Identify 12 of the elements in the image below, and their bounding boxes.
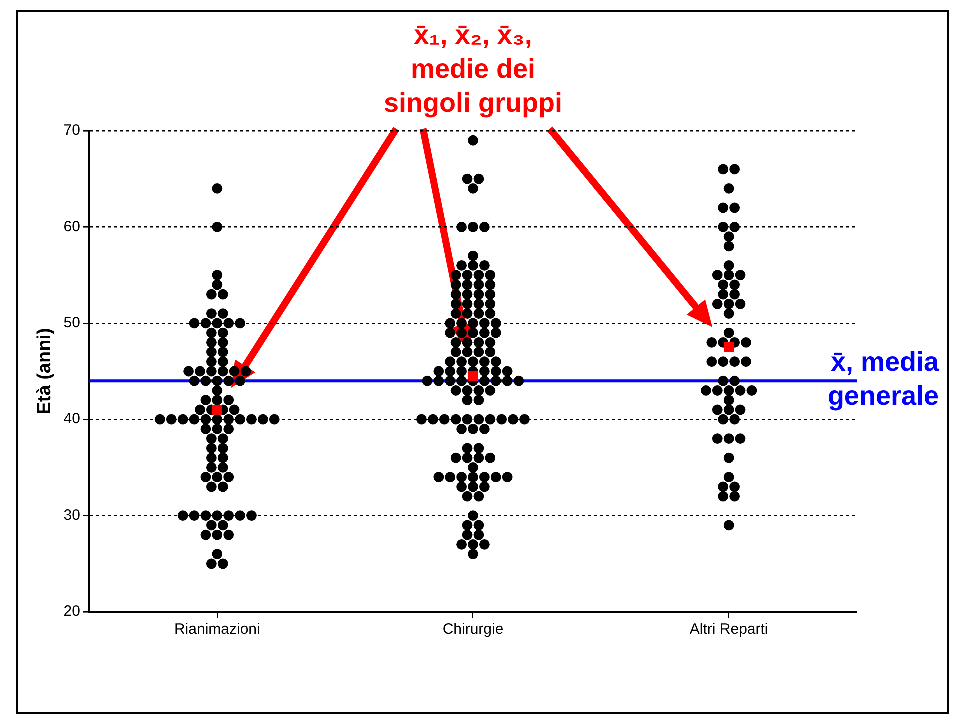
y-axis-title: Età (anni) — [34, 328, 56, 415]
y-tick-label: 70 — [64, 122, 80, 140]
text: x̄₁, x̄₂, x̄₃, medie dei singoli gruppi — [382, 19, 564, 120]
y-tick-label: 50 — [64, 314, 80, 332]
y-tick-label: 60 — [64, 218, 80, 236]
x-tick-label: Rianimazioni — [174, 621, 260, 638]
y-tick-label: 20 — [64, 603, 80, 620]
x-tick-label: Altri Reparti — [690, 621, 768, 638]
x-tick-label: Chirurgie — [442, 621, 504, 638]
y-tick-label: 30 — [64, 506, 80, 524]
ref-line-label: x̄, media generale — [828, 346, 939, 414]
y-tick-label: 40 — [64, 410, 80, 428]
